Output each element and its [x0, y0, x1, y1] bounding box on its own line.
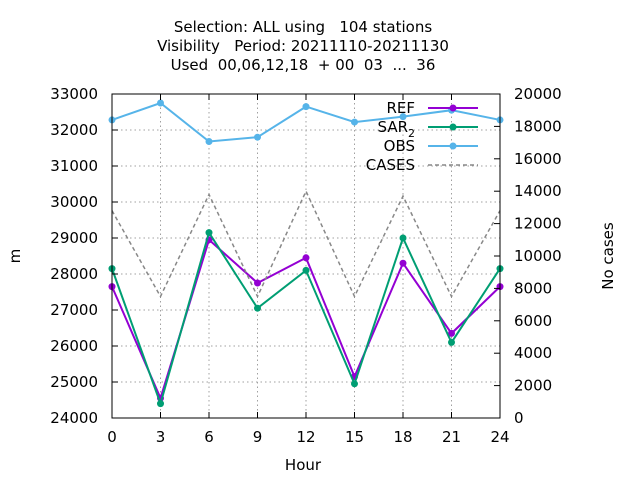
legend-label-sar: SAR2	[378, 118, 415, 140]
x-tick-label: 21	[442, 428, 461, 446]
x-tick-label: 15	[345, 428, 364, 446]
y-tick-label: 30000	[50, 193, 98, 211]
y-tick-label: 32000	[50, 121, 98, 139]
x-tick-label: 3	[156, 428, 166, 446]
x-axis-label: Hour	[285, 456, 322, 474]
legend-label-subscript: 2	[408, 127, 415, 140]
y2-tick-label: 12000	[514, 215, 562, 233]
y2-tick-label: 14000	[514, 182, 562, 200]
title-line-3: Used 00,06,12,18 + 00 03 ... 36	[171, 56, 436, 74]
sar-point	[157, 400, 164, 408]
legend-label-obs: OBS	[384, 137, 415, 155]
x-tick-label: 12	[296, 428, 315, 446]
obs-point	[157, 99, 164, 107]
y2-tick-label: 4000	[514, 344, 552, 362]
tick-marks	[111, 93, 501, 419]
sar-point	[302, 266, 310, 274]
sar-point	[448, 338, 455, 346]
obs-point	[254, 133, 261, 141]
x-tick-label: 6	[204, 428, 214, 446]
y-tick-label: 29000	[50, 229, 98, 247]
y-tick-label: 28000	[50, 265, 98, 283]
legend-marker-obs	[449, 142, 457, 150]
ref-point	[302, 254, 310, 262]
y2-tick-label: 10000	[514, 247, 562, 265]
y2-axis-label: No cases	[599, 222, 617, 290]
x-tick-label: 9	[253, 428, 263, 446]
obs-point	[302, 103, 310, 111]
y-tick-label: 26000	[50, 337, 98, 355]
y2-tick-label: 0	[514, 409, 524, 427]
chart-title: Selection: ALL using 104 stations Visibi…	[157, 18, 449, 74]
sar-point	[399, 234, 407, 242]
y-tick-label: 25000	[50, 373, 98, 391]
obs-point	[351, 118, 358, 126]
y-tick-label: 27000	[50, 301, 98, 319]
x-tick-label: 0	[107, 428, 117, 446]
grid-lines	[112, 94, 500, 418]
ref-point	[254, 279, 261, 287]
x-tick-label: 24	[490, 428, 509, 446]
sar-point	[205, 229, 213, 237]
x-tick-labels: 0 3 6 9 12 15 18 21 24	[107, 428, 509, 446]
y2-tick-label: 18000	[514, 117, 562, 135]
y2-tick-labels: 0 2000 4000 6000 8000 10000 12000 14000 16000 180…	[514, 85, 562, 427]
title-line-1: Selection: ALL using 104 stations	[174, 18, 433, 36]
obs-point	[399, 113, 407, 121]
y-axis-label: m	[6, 249, 24, 264]
legend-label-ref: REF	[386, 99, 415, 117]
y-tick-label: 24000	[50, 409, 98, 427]
y2-tick-label: 8000	[514, 279, 552, 297]
y2-tick-label: 20000	[514, 85, 562, 103]
series-layer	[108, 99, 504, 408]
legend-label-cases: CASES	[366, 156, 415, 174]
y-tick-labels: 24000 25000 26000 27000 28000 29000 30000 31000…	[50, 85, 98, 427]
legend-marker-ref	[449, 104, 457, 112]
y2-tick-label: 16000	[514, 150, 562, 168]
y2-tick-label: 2000	[514, 377, 552, 395]
legend-marker-sar	[449, 123, 457, 131]
y2-tick-label: 6000	[514, 312, 552, 330]
y-tick-label: 33000	[50, 85, 98, 103]
cases-series-line	[111, 189, 501, 299]
sar-point	[254, 304, 261, 312]
ref-point	[399, 259, 407, 267]
x-tick-label: 18	[393, 428, 412, 446]
sar-point	[351, 380, 358, 388]
y-tick-label: 31000	[50, 157, 98, 175]
title-line-2: Visibility Period: 20211110-20211130	[157, 37, 449, 55]
obs-point	[205, 138, 213, 146]
ref-point	[448, 329, 455, 337]
